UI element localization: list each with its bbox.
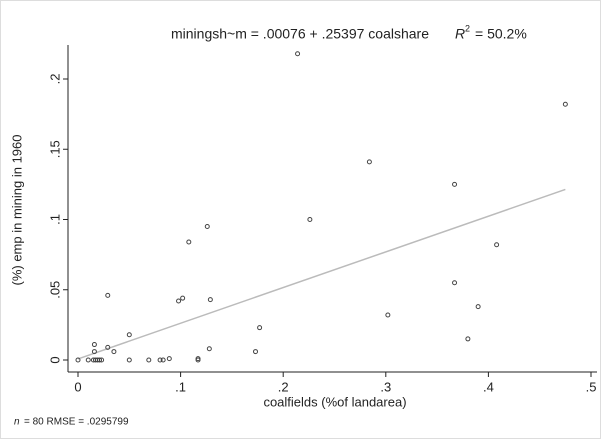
point <box>207 297 213 303</box>
x-axis-label: coalfields (%of landarea) <box>263 394 406 409</box>
point <box>105 344 111 350</box>
chart-title: miningsh~m = .00076 + .25397 coalshare <box>171 26 429 42</box>
y-tick-label: .15 <box>47 140 62 158</box>
point <box>465 336 471 342</box>
r2-symbol: R <box>455 26 465 42</box>
point <box>91 342 97 348</box>
point <box>385 312 391 318</box>
note-stats: = 80 RMSE = .0295799 <box>24 417 129 428</box>
point <box>295 51 301 57</box>
y-axis-label: (%) emp in mining in 1960 <box>9 134 24 285</box>
point <box>99 357 105 363</box>
point <box>157 357 163 363</box>
r2-exponent: 2 <box>465 23 470 33</box>
point <box>206 346 212 352</box>
x-tick-label: .4 <box>483 379 494 394</box>
point <box>257 325 263 331</box>
x-tick-label: .3 <box>380 379 391 394</box>
point <box>452 280 458 286</box>
y-tick-label: .1 <box>47 214 62 225</box>
point <box>307 217 313 222</box>
point <box>180 295 186 301</box>
point <box>111 349 117 355</box>
point <box>97 357 103 363</box>
point <box>195 356 201 362</box>
y-tick-label: 0 <box>47 356 62 363</box>
point <box>91 349 97 355</box>
y-tick-label: .2 <box>47 74 62 85</box>
point <box>186 239 192 245</box>
point <box>85 357 91 363</box>
point <box>160 357 166 363</box>
point <box>204 224 210 230</box>
point <box>75 357 81 363</box>
point <box>494 242 500 248</box>
point <box>452 181 458 187</box>
point <box>176 298 182 304</box>
x-tick-label: .1 <box>175 379 186 394</box>
x-tick-label: .5 <box>586 379 597 394</box>
x-tick-label: .2 <box>278 379 289 394</box>
x-tick-label: 0 <box>74 379 81 394</box>
point <box>252 349 258 355</box>
point <box>126 357 132 363</box>
point <box>126 332 132 338</box>
point <box>146 357 152 363</box>
r2-value: = 50.2% <box>475 26 527 42</box>
point <box>562 101 568 107</box>
note-n: n <box>14 417 20 428</box>
point <box>475 304 481 310</box>
fit-line <box>77 188 566 360</box>
point <box>366 159 372 165</box>
point <box>105 292 111 298</box>
point <box>166 356 172 362</box>
y-tick-label: .05 <box>47 281 62 299</box>
